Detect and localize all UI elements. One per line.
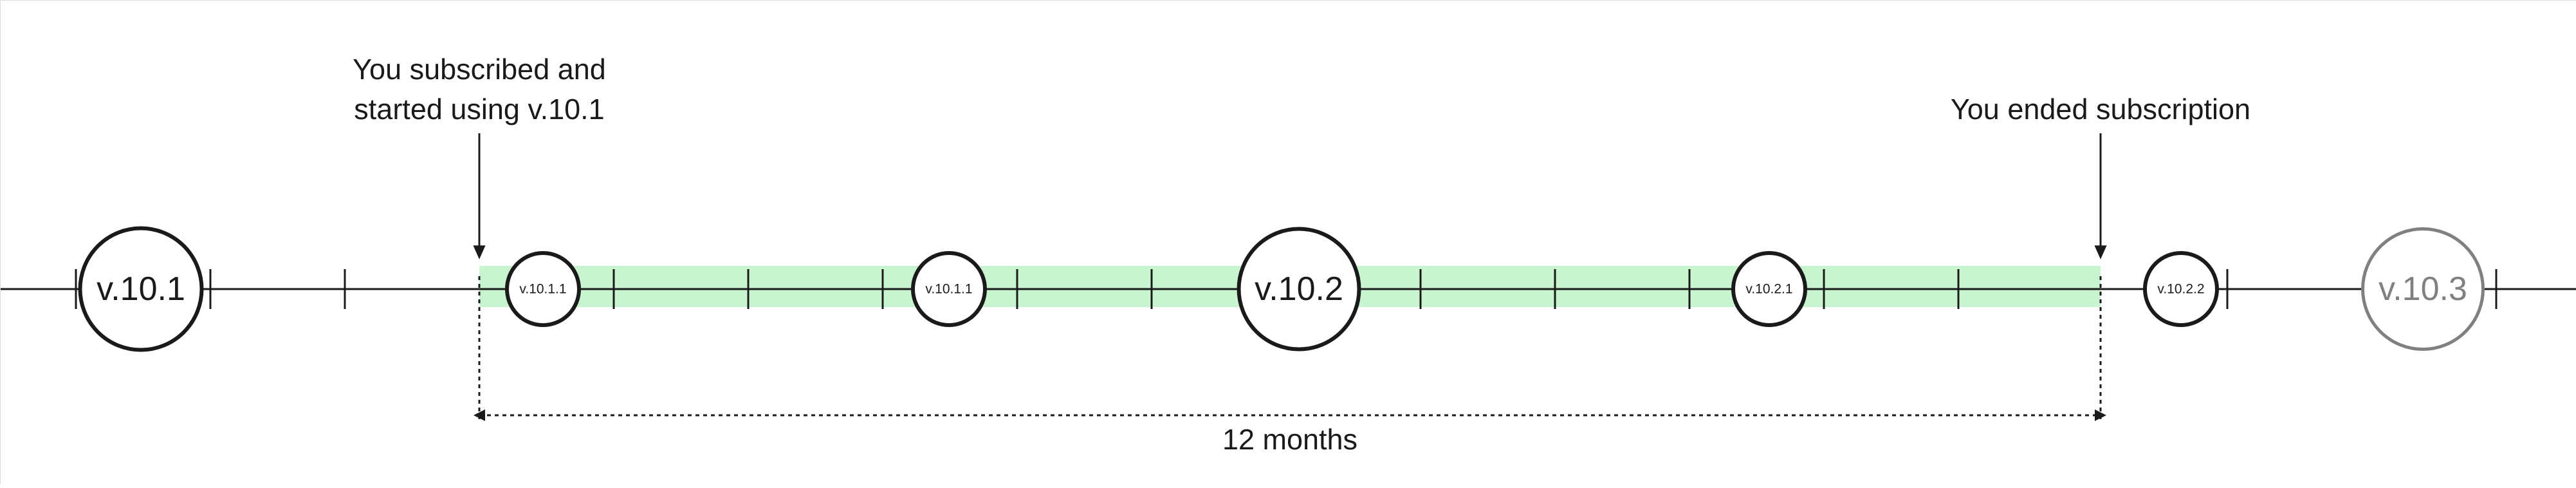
svg-text:v.10.3: v.10.3: [2378, 270, 2467, 308]
svg-text:v.10.1: v.10.1: [97, 270, 185, 308]
svg-text:v.10.2: v.10.2: [1255, 270, 1343, 308]
svg-text:12 months: 12 months: [1222, 423, 1357, 456]
svg-text:v.10.1.1: v.10.1.1: [519, 282, 566, 297]
svg-text:started using v.10.1: started using v.10.1: [354, 93, 604, 126]
svg-text:v.10.2.2: v.10.2.2: [2157, 282, 2204, 297]
svg-text:You ended subscription: You ended subscription: [1951, 93, 2250, 126]
svg-text:You subscribed and: You subscribed and: [353, 53, 606, 86]
svg-text:v.10.1.1: v.10.1.1: [925, 282, 972, 297]
svg-text:v.10.2.1: v.10.2.1: [1745, 282, 1792, 297]
